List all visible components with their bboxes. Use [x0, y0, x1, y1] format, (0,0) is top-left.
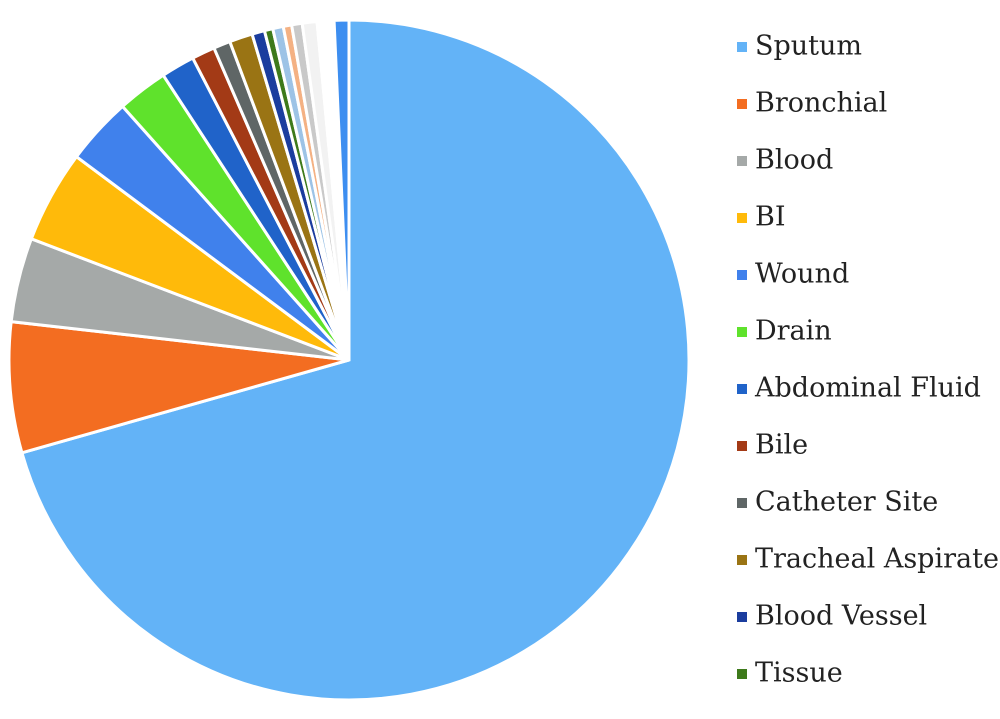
- legend-swatch: [737, 156, 747, 166]
- legend-swatch: [737, 327, 747, 337]
- pie-slice: [20, 18, 691, 702]
- legend-label: Bronchial: [755, 88, 887, 119]
- pie-slice: [7, 319, 350, 455]
- legend-label: Blood Vessel: [755, 601, 927, 632]
- legend-label: Wound: [755, 259, 849, 290]
- legend-label: Tissue: [755, 658, 843, 689]
- legend-swatch: [737, 669, 747, 679]
- legend-label: Sputum: [755, 31, 862, 62]
- legend-label: Abdominal Fluid: [754, 373, 981, 404]
- legend-swatch: [737, 213, 747, 223]
- legend-swatch: [737, 555, 747, 565]
- legend-swatch: [737, 612, 747, 622]
- legend-label: Blood: [755, 145, 833, 176]
- legend-label: BI: [755, 202, 786, 233]
- legend-swatch: [737, 384, 747, 394]
- legend-swatch: [737, 498, 747, 508]
- legend-label: Tracheal Aspirate: [755, 544, 999, 575]
- legend-label: Bile: [755, 430, 808, 461]
- legend-swatch: [737, 42, 747, 52]
- legend-swatch: [737, 99, 747, 109]
- pie-slice: [332, 18, 351, 361]
- legend-swatch: [737, 441, 747, 451]
- legend-label: Drain: [755, 316, 832, 347]
- legend-label: Catheter Site: [755, 487, 938, 518]
- legend-swatch: [737, 270, 747, 280]
